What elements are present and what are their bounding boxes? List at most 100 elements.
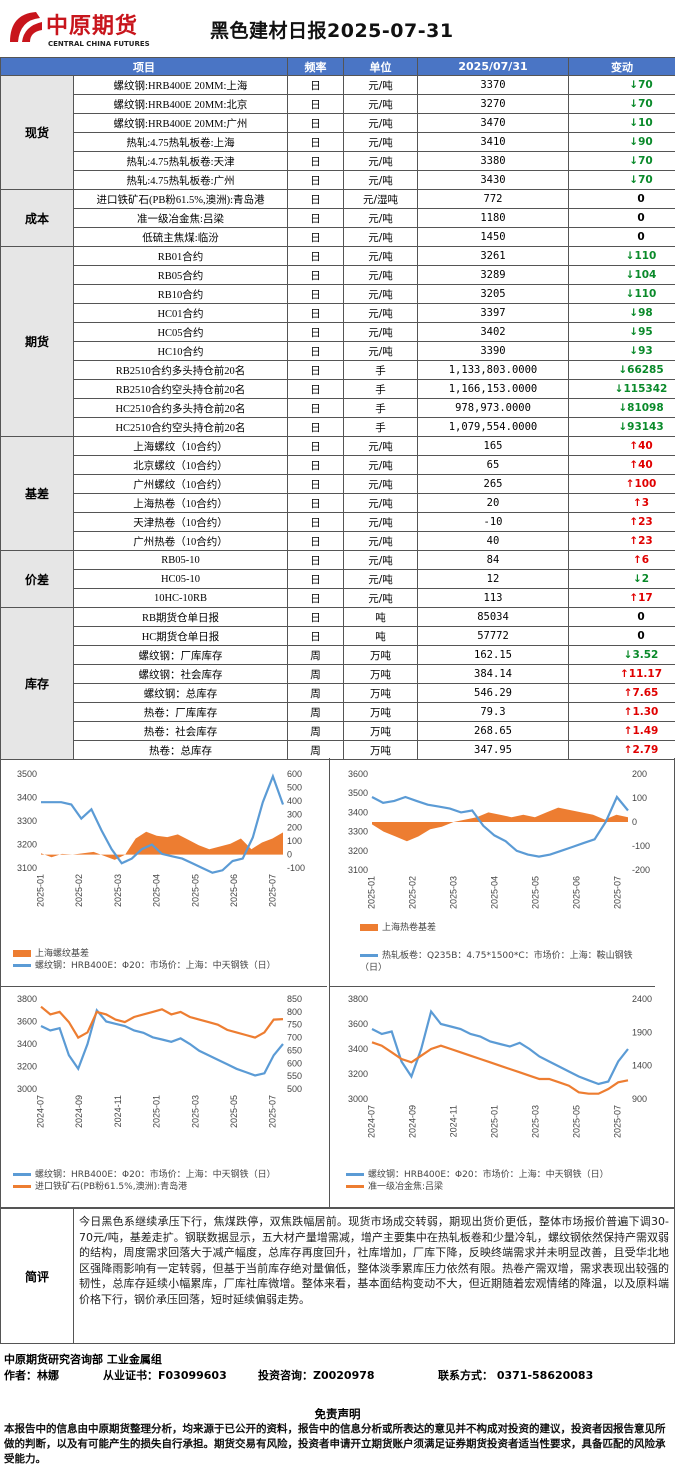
value-cell: 40 <box>417 531 569 551</box>
value-cell: 65 <box>417 455 569 475</box>
y2-tick-label: 1900 <box>632 1027 652 1037</box>
freq-cell: 日 <box>287 94 344 114</box>
value-cell: 85034 <box>417 607 569 627</box>
freq-cell: 日 <box>287 322 344 342</box>
arrow-up-icon: ↑ <box>629 592 639 604</box>
unit-cell: 元/吨 <box>343 208 418 228</box>
x-tick-label: 2024-07 <box>367 1105 377 1138</box>
unit-cell: 元/吨 <box>343 493 418 513</box>
change-value: 70 <box>638 174 653 186</box>
footer-contact: 联系方式： 0371-58620083 <box>438 1369 594 1382</box>
arrow-down-icon: ↓ <box>632 573 642 585</box>
y2-tick-label: 200 <box>632 769 647 779</box>
table-row: 广州热卷（10合约）日元/吨 40 ↑23 <box>1 531 675 551</box>
legend-swatch-line <box>346 1173 364 1176</box>
arrow-up-icon: ↑ <box>632 497 642 509</box>
arrow-down-icon: ↓ <box>629 117 639 129</box>
change-value: 110 <box>634 288 657 300</box>
name-cell: 天津热卷（10合约） <box>73 512 288 532</box>
change-value: 10 <box>638 117 653 129</box>
change-cell: ↓104 <box>568 265 675 285</box>
table-header-row: 项目 频率 单位 2025/07/31 变动 <box>0 57 675 76</box>
y2-tick-label: 2400 <box>632 994 652 1004</box>
y-tick-label: 3600 <box>17 1017 37 1027</box>
unit-cell: 元/吨 <box>343 113 418 133</box>
table-row: HC05合约日元/吨 3402 ↓95 <box>1 322 675 342</box>
table-row: 成本 进口铁矿石(PB粉61.5%,澳洲):青岛港日元/湿吨 772 0 <box>0 189 675 247</box>
change-value: 2.79 <box>632 744 659 756</box>
table-row: 北京螺纹（10合约）日元/吨 65 ↑40 <box>1 455 675 475</box>
table-row: HC期货仓单日报日吨 57772 0 <box>1 626 675 646</box>
freq-cell: 日 <box>287 246 344 266</box>
y2-tick-label: 1400 <box>632 1061 652 1071</box>
table-row: 螺纹钢:HRB400E 20MM:广州日元/吨 3470 ↓10 <box>1 113 675 133</box>
chart-rebar-vs-ore: 3000 3200 3400 3600 3800 500 550 600 650 700 750 80… <box>1 986 327 1208</box>
change-value: 70 <box>638 98 653 110</box>
unit-cell: 元/吨 <box>343 455 418 475</box>
y2-tick-label: -100 <box>632 841 650 851</box>
value-cell: 978,973.0000 <box>417 398 569 418</box>
chart-rebar-vs-coke: 3000 3200 3400 3600 3800 900 1400 1900 2400 2024-… <box>329 986 655 1208</box>
change-value: 104 <box>634 269 657 281</box>
freq-cell: 日 <box>287 189 344 209</box>
unit-cell: 元/吨 <box>343 474 418 494</box>
unit-cell: 手 <box>343 360 418 380</box>
table-row: RB05合约日元/吨 3289 ↓104 <box>1 265 675 285</box>
table-row: 价差 RB05-10 日元/吨 84 ↑6 <box>0 550 675 608</box>
change-value: 0 <box>637 193 645 205</box>
y-tick-label: 3100 <box>348 865 368 875</box>
change-value: 6 <box>641 554 650 566</box>
chart-rebar-basis: 3100 3200 3300 3400 3500 -100 0 100 200 300 400 500… <box>1 758 327 986</box>
arrow-down-icon: ↓ <box>618 364 628 376</box>
unit-cell: 万吨 <box>343 721 418 741</box>
freq-cell: 日 <box>287 493 344 513</box>
change-value: 93143 <box>627 421 664 433</box>
col-header-date: 2025/07/31 <box>417 57 569 76</box>
chart-rebar-vs-ore-plot: 3000 3200 3400 3600 3800 500 550 600 650 700 750 80… <box>17 994 302 1128</box>
x-tick-label: 2025-06 <box>571 876 581 909</box>
name-cell: 上海螺纹（10合约） <box>73 436 288 456</box>
arrow-up-icon: ↑ <box>625 478 635 490</box>
name-cell: 进口铁矿石(PB粉61.5%,澳洲):青岛港 <box>73 189 288 209</box>
category-cell: 成本 <box>0 189 74 247</box>
freq-cell: 日 <box>287 113 344 133</box>
footer-license: 从业证书：F03099603 <box>103 1369 227 1382</box>
arrow-down-icon: ↓ <box>625 269 635 281</box>
unit-cell: 万吨 <box>343 664 418 684</box>
y-tick-label: 3500 <box>348 788 368 798</box>
table-row: HC10合约日元/吨 3390 ↓93 <box>1 341 675 361</box>
legend-swatch-line <box>346 1185 364 1188</box>
legend-swatch-line <box>13 964 31 967</box>
x-tick-label: 2024-09 <box>74 1095 84 1128</box>
y2-tick-label: 650 <box>287 1045 302 1055</box>
name-cell: 热卷：厂库库存 <box>73 702 288 722</box>
table-row: 低硫主焦煤:临汾日元/吨 1450 0 <box>1 227 675 247</box>
y-tick-label: 3000 <box>17 1084 37 1094</box>
x-tick-label: 2024-11 <box>113 1095 123 1127</box>
arrow-down-icon: ↓ <box>614 383 624 395</box>
change-cell: ↓2 <box>568 569 675 589</box>
name-cell: HC01合约 <box>73 303 288 323</box>
change-value: 23 <box>638 516 653 528</box>
y2-tick-label: 100 <box>287 836 302 846</box>
table-row: RB10合约日元/吨 3205 ↓110 <box>1 284 675 304</box>
y-tick-label: 3400 <box>348 1044 368 1054</box>
freq-cell: 日 <box>287 607 344 627</box>
series-line-1 <box>40 1005 284 1040</box>
arrow-down-icon: ↓ <box>629 174 639 186</box>
freq-cell: 日 <box>287 379 344 399</box>
change-cell: ↑100 <box>568 474 675 494</box>
table-row: 热卷：社会库存周万吨 268.65 ↑1.49 <box>1 721 675 741</box>
y-tick-label: 3200 <box>17 840 37 850</box>
freq-cell: 日 <box>287 303 344 323</box>
unit-cell: 元/吨 <box>343 284 418 304</box>
unit-cell: 手 <box>343 379 418 399</box>
table-row: RB2510合约多头持仓前20名日手 1,133,803.0000 ↓66285 <box>1 360 675 380</box>
change-value: 11.17 <box>628 668 663 680</box>
value-cell: 162.15 <box>417 645 569 665</box>
table-row: 库存 RB期货仓单日报日吨 85034 0 <box>0 607 675 760</box>
col-header-item: 项目 <box>0 57 288 76</box>
change-cell: ↑40 <box>568 436 675 456</box>
commentary-text: 今日黑色系继续承压下行，焦煤跌停，双焦跌幅居前。现货市场成交转弱，期现出货价更低… <box>79 1215 669 1306</box>
category-cell: 现货 <box>0 75 74 190</box>
